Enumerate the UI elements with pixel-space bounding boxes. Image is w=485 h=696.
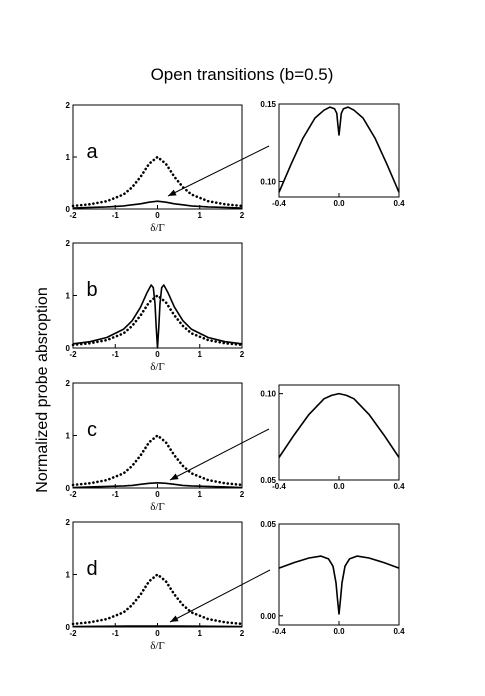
panel-b-x-tick-label: -2 (69, 350, 77, 359)
inset-c-x-tick-label: 0.4 (393, 482, 405, 491)
panels: -2 -1 0 1 2 0 1 2 a δ/Γ -0.4 0.0 0.4 0.10 0.15 -2 -1 0 1 2 0… (66, 100, 406, 652)
inset-a-x-tick-label: 0.0 (333, 199, 345, 208)
panel-b-x-tick-label: 2 (240, 350, 245, 359)
panel-d-solid-series (72, 625, 243, 628)
inset-d-x-tick-label: -0.4 (272, 627, 286, 636)
panel-d-y-tick-label: 1 (66, 571, 71, 580)
panel-a-x-tick-label: 0 (155, 211, 160, 220)
inset-c-y-tick-label: 0.05 (260, 476, 276, 485)
inset-d-y-tick-label: 0.00 (260, 612, 276, 621)
panel-b-letter: b (86, 279, 97, 301)
inset-a-x-tick-label: 0.4 (393, 199, 405, 208)
inset-c-x-tick-label: -0.4 (272, 482, 286, 491)
inset-a-x-tick-label: -0.4 (272, 199, 286, 208)
panel-c-dotted-series (71, 434, 244, 487)
inset-d-solid-series (278, 555, 400, 615)
panel-d-x-axis-label: δ/Γ (150, 640, 165, 652)
panel-d-letter: d (86, 558, 97, 580)
panel-b: -2 -1 0 1 2 0 1 2 b δ/Γ (66, 239, 245, 373)
panel-b-y-tick-label: 2 (66, 239, 71, 248)
panel-c-inset: -0.4 0.0 0.4 0.05 0.10 (260, 384, 405, 491)
panel-a-arrow-line (167, 145, 270, 197)
panel-d-x-tick-label: 2 (240, 629, 245, 638)
panel-d-x-tick-label: -2 (69, 629, 77, 638)
inset-c-frame (278, 384, 400, 481)
inset-c-solid-series (278, 392, 400, 458)
panel-b-x-tick-label: 1 (198, 350, 203, 359)
panel-a-y-tick-label: 1 (66, 153, 71, 162)
inset-a-y-tick-label: 0.15 (260, 100, 276, 109)
panel-b-solid-series (72, 284, 243, 349)
panel-b-y-tick-label: 0 (66, 344, 71, 353)
panel-c-x-tick-label: 0 (155, 490, 160, 499)
y-axis-label: Normalized probe absroption (34, 287, 51, 492)
inset-c-y-tick-label: 0.10 (260, 390, 276, 399)
panel-c-arrow-line (169, 428, 270, 481)
panel-c-x-tick-label: -1 (112, 490, 120, 499)
panel-a-y-tick-label: 0 (66, 205, 71, 214)
panel-b-dotted-series (71, 294, 244, 347)
panel-b-x-tick-label: 0 (155, 350, 160, 359)
inset-d-x-tick-label: 0.4 (393, 627, 405, 636)
panel-c-solid-series (72, 481, 243, 489)
panel-a-x-tick-label: 2 (240, 211, 245, 220)
panel-c-y-tick-label: 2 (66, 379, 71, 388)
panel-d-inset: -0.4 0.0 0.4 0.00 0.05 (260, 520, 405, 636)
panel-a-solid-series (72, 200, 243, 209)
panel-c-x-axis-label: δ/Γ (150, 501, 165, 513)
panel-c-y-tick-label: 0 (66, 484, 71, 493)
panel-a-dotted-series (71, 155, 244, 208)
inset-a-solid-series (278, 106, 400, 193)
panel-c-x-tick-label: 2 (240, 490, 245, 499)
panel-c-letter: c (87, 419, 97, 441)
panel-d-x-tick-label: -1 (112, 629, 120, 638)
panel-d-y-tick-label: 0 (66, 623, 71, 632)
panel-d-x-tick-label: 0 (155, 629, 160, 638)
panel-a-x-tick-label: -2 (69, 211, 77, 220)
figure-title: Open transitions (b=0.5) (151, 65, 334, 84)
panel-a-inset: -0.4 0.0 0.4 0.10 0.15 (260, 100, 405, 208)
panel-a-letter: a (86, 141, 98, 163)
panel-d-arrow-line (169, 569, 271, 623)
panel-c-x-tick-label: -2 (69, 490, 77, 499)
panel-c: -2 -1 0 1 2 0 1 2 c δ/Γ -0.4 0.0 0.4 0.05 0.10 (66, 379, 406, 513)
panel-a: -2 -1 0 1 2 0 1 2 a δ/Γ -0.4 0.0 0.4 0.10 0.15 (66, 100, 406, 234)
panel-c-arrow-head (170, 473, 179, 480)
panel-d-x-tick-label: 1 (198, 629, 203, 638)
panel-d-y-tick-label: 2 (66, 518, 71, 527)
inset-d-x-tick-label: 0.0 (333, 627, 345, 636)
panel-c-y-tick-label: 1 (66, 432, 71, 441)
inset-c-x-tick-label: 0.0 (333, 482, 345, 491)
inset-a-y-tick-label: 0.10 (260, 178, 276, 187)
panel-d-arrow-head (170, 615, 179, 622)
panel-b-x-tick-label: -1 (112, 350, 120, 359)
panel-c-x-tick-label: 1 (198, 490, 203, 499)
panel-a-x-tick-label: 1 (198, 211, 203, 220)
panel-b-x-axis-label: δ/Γ (150, 361, 165, 373)
panel-a-x-tick-label: -1 (112, 211, 120, 220)
panel-d-dotted-series (71, 573, 244, 626)
panel-d: -2 -1 0 1 2 0 1 2 d δ/Γ -0.4 0.0 0.4 0.00 0.05 (66, 518, 406, 652)
panel-a-arrow-head (168, 189, 177, 196)
panel-b-y-tick-label: 1 (66, 292, 71, 301)
inset-d-y-tick-label: 0.05 (260, 520, 276, 529)
panel-a-y-tick-label: 2 (66, 101, 71, 110)
panel-a-x-axis-label: δ/Γ (150, 222, 165, 234)
